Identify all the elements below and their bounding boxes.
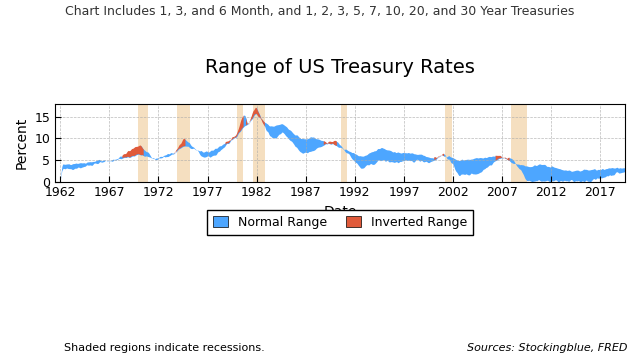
Bar bbox=[237, 104, 243, 182]
Bar bbox=[511, 104, 527, 182]
Legend: Normal Range, Inverted Range: Normal Range, Inverted Range bbox=[207, 210, 474, 235]
Bar bbox=[138, 104, 148, 182]
Text: Shaded regions indicate recessions.: Shaded regions indicate recessions. bbox=[64, 343, 265, 353]
Bar bbox=[341, 104, 347, 182]
Bar bbox=[49, 104, 52, 182]
Text: Chart Includes 1, 3, and 6 Month, and 1, 2, 3, 5, 7, 10, 20, and 30 Year Treasur: Chart Includes 1, 3, and 6 Month, and 1,… bbox=[65, 5, 575, 18]
Bar bbox=[177, 104, 190, 182]
Bar bbox=[253, 104, 266, 182]
Title: Range of US Treasury Rates: Range of US Treasury Rates bbox=[205, 58, 475, 77]
Y-axis label: Percent: Percent bbox=[15, 117, 29, 169]
X-axis label: Date: Date bbox=[323, 205, 357, 219]
Bar bbox=[445, 104, 452, 182]
Text: Sources: Stockingblue, FRED: Sources: Stockingblue, FRED bbox=[467, 343, 627, 353]
